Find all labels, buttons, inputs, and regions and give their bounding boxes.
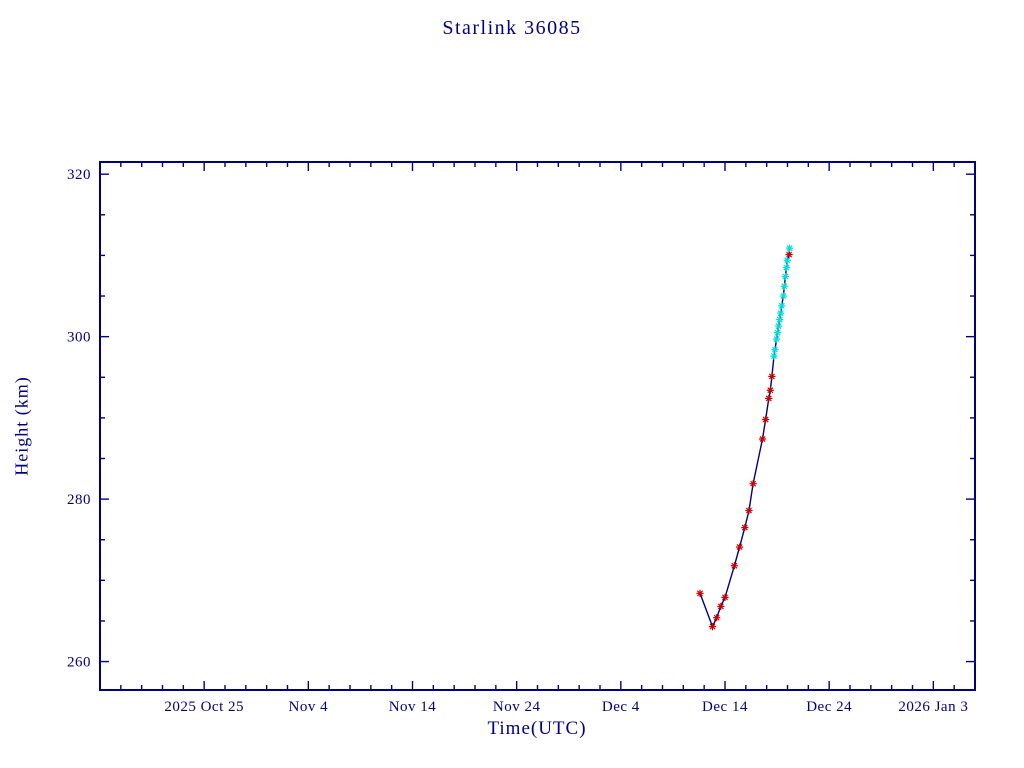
data-point-marker-cyan (771, 346, 779, 354)
x-tick-label: Nov 14 (389, 699, 437, 715)
data-point-marker-red (696, 589, 704, 597)
x-tick-label: 2025 Oct 25 (164, 699, 244, 715)
data-point-marker-cyan (781, 272, 790, 281)
data-point-marker-red (741, 523, 749, 532)
data-point-marker-cyan (770, 352, 778, 360)
y-tick-label: 260 (67, 655, 91, 671)
data-point-marker-red (730, 562, 738, 570)
data-point-marker-cyan (778, 302, 786, 310)
x-axis-label: Time(UTC) (487, 718, 587, 739)
data-point-marker-cyan (780, 282, 788, 290)
x-tick-label: Dec 24 (806, 699, 852, 715)
x-tick-label: Dec 14 (702, 699, 748, 715)
x-tick-label: Dec 4 (602, 699, 640, 715)
data-point-marker-cyan (776, 315, 784, 324)
data-point-marker-cyan (772, 335, 781, 343)
x-tick-label: 2026 Jan 3 (898, 699, 968, 715)
data-point-marker-red (768, 372, 776, 381)
data-point-marker-red (758, 435, 767, 443)
data-point-marker-cyan (775, 322, 783, 330)
y-tick-label: 280 (67, 492, 91, 508)
data-point-marker-red (721, 593, 729, 601)
chart-title: Starlink 36085 (442, 17, 582, 39)
data-point-marker-cyan (783, 256, 791, 264)
y-tick-label: 320 (67, 167, 91, 183)
y-tick-label: 300 (67, 330, 91, 346)
data-point-marker-cyan (777, 309, 785, 317)
data-point-marker-red (717, 602, 725, 610)
data-point-marker-red (708, 623, 717, 631)
data-point-marker-red (749, 480, 757, 488)
data-point-marker-red (765, 394, 773, 402)
x-tick-label: Nov 24 (493, 699, 541, 715)
data-point-marker-red (713, 614, 721, 622)
data-point-marker-cyan (774, 328, 782, 337)
data-point-marker-red (735, 543, 744, 551)
data-point-marker-red (766, 386, 774, 394)
data-point-marker-red (745, 506, 753, 515)
data-point-marker-red (785, 251, 793, 259)
plot-frame (99, 161, 976, 691)
data-point-marker-red (762, 415, 770, 424)
data-point-marker-cyan (782, 264, 791, 272)
data-point-marker-cyan (779, 292, 787, 300)
trajectory-line (699, 248, 791, 629)
x-tick-label: Nov 4 (289, 699, 329, 715)
data-point-marker-cyan (785, 244, 794, 252)
